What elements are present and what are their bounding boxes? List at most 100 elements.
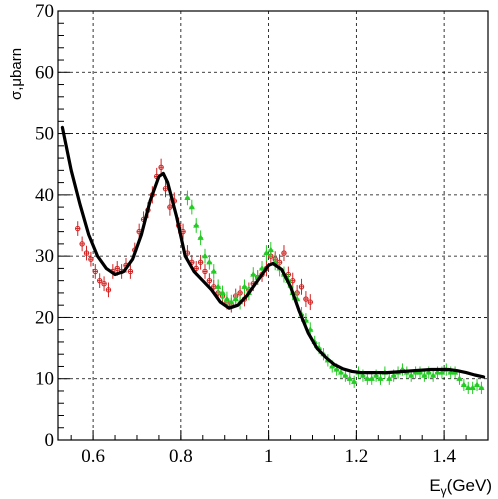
point-marker-triangle <box>228 298 235 305</box>
y-tick-label: 50 <box>35 124 54 145</box>
data-point <box>372 369 380 382</box>
point-marker-triangle <box>364 375 371 381</box>
point-marker-triangle <box>408 372 415 378</box>
data-point <box>460 378 467 391</box>
data-point <box>223 291 231 307</box>
data-point <box>127 264 134 279</box>
y-tick-label: 0 <box>45 430 55 451</box>
data-point <box>368 372 375 385</box>
point-marker-triangle <box>425 369 432 375</box>
point-marker-triangle <box>329 363 336 369</box>
point-marker-circle <box>92 268 98 275</box>
point-marker-triangle <box>359 372 367 378</box>
data-point <box>307 294 313 311</box>
point-marker-circle <box>114 265 120 272</box>
data-point <box>346 372 353 385</box>
point-marker-triangle <box>337 369 345 375</box>
data-point <box>83 245 90 261</box>
y-tick-label: 10 <box>35 369 54 390</box>
y-tick-label: 70 <box>35 1 54 22</box>
data-point <box>430 369 437 382</box>
data-point <box>232 291 239 307</box>
data-point <box>478 381 485 395</box>
data-point <box>206 254 213 270</box>
point-marker-circle <box>101 281 107 287</box>
plot-frame <box>57 10 489 441</box>
point-marker-triangle <box>250 271 257 277</box>
point-marker-triangle <box>465 384 472 391</box>
point-marker-circle <box>75 225 81 232</box>
data-point <box>167 198 173 216</box>
data-point <box>96 273 103 289</box>
x-tick-label: 1.2 <box>344 446 368 467</box>
data-point <box>219 285 226 301</box>
point-marker-circle <box>79 241 85 247</box>
data-point <box>201 248 209 264</box>
data-point <box>197 254 204 270</box>
point-marker-triangle <box>210 268 217 274</box>
point-marker-circle <box>105 287 112 293</box>
x-tick-label: 1 <box>264 446 274 467</box>
point-marker-triangle <box>219 289 226 296</box>
point-marker-circle <box>158 164 164 170</box>
data-point <box>456 372 463 385</box>
x-tick-label: 0.6 <box>81 446 105 467</box>
point-marker-triangle <box>421 372 428 378</box>
point-marker-triangle <box>223 295 231 302</box>
point-marker-triangle <box>456 375 463 381</box>
point-marker-triangle <box>206 258 213 265</box>
data-point <box>184 190 191 206</box>
point-marker-circle <box>197 259 204 265</box>
x-tick-label: 1.4 <box>432 446 456 467</box>
data-point <box>101 276 107 292</box>
point-marker-triangle <box>377 375 384 381</box>
data-point <box>75 221 81 236</box>
data-point <box>298 278 305 295</box>
point-marker-triangle <box>342 372 349 378</box>
point-marker-circle <box>127 268 134 275</box>
fit-curve <box>60 125 486 379</box>
point-marker-triangle <box>434 369 441 375</box>
data-point <box>215 279 222 295</box>
point-marker-triangle <box>478 384 485 391</box>
point-marker-circle <box>167 204 173 210</box>
point-marker-triangle <box>267 246 274 253</box>
data-point <box>105 282 112 298</box>
data-point <box>241 279 248 295</box>
data-point <box>281 245 287 262</box>
point-marker-triangle <box>372 372 380 378</box>
x-axis-label-unit: (GeV) <box>447 476 492 495</box>
data-point <box>451 366 459 379</box>
data-point <box>188 199 195 215</box>
point-marker-triangle <box>188 203 195 210</box>
y-axis-label: σ,μbarn <box>8 48 25 100</box>
point-marker-triangle <box>201 252 209 259</box>
axes: 0.6 0.8 1 1.2 1.4 0 10 20 30 40 50 60 70 <box>35 1 467 467</box>
point-marker-triangle <box>460 381 467 387</box>
data-point <box>193 218 200 233</box>
data-point <box>92 264 98 279</box>
y-tick-label: 40 <box>35 185 54 206</box>
point-marker-triangle <box>438 369 446 375</box>
data-point <box>416 366 424 379</box>
data-point <box>469 381 476 395</box>
point-marker-triangle <box>368 375 375 381</box>
point-marker-circle <box>83 250 90 256</box>
point-marker-circle <box>303 296 309 302</box>
x-axis-label: Eγ(GeV) <box>429 476 492 498</box>
point-marker-triangle <box>241 283 248 289</box>
x-axis-label-main: E <box>429 476 440 495</box>
point-marker-triangle <box>430 372 437 378</box>
point-marker-triangle <box>390 372 397 378</box>
y-tick-label: 20 <box>35 307 54 328</box>
data-point <box>342 369 349 382</box>
data-point <box>250 267 257 282</box>
data-point <box>202 264 208 279</box>
data-point <box>210 264 217 279</box>
point-marker-circle <box>206 277 213 284</box>
data-point <box>377 372 384 385</box>
point-marker-triangle <box>386 375 393 381</box>
point-marker-triangle <box>184 194 191 201</box>
point-marker-triangle <box>447 369 454 375</box>
